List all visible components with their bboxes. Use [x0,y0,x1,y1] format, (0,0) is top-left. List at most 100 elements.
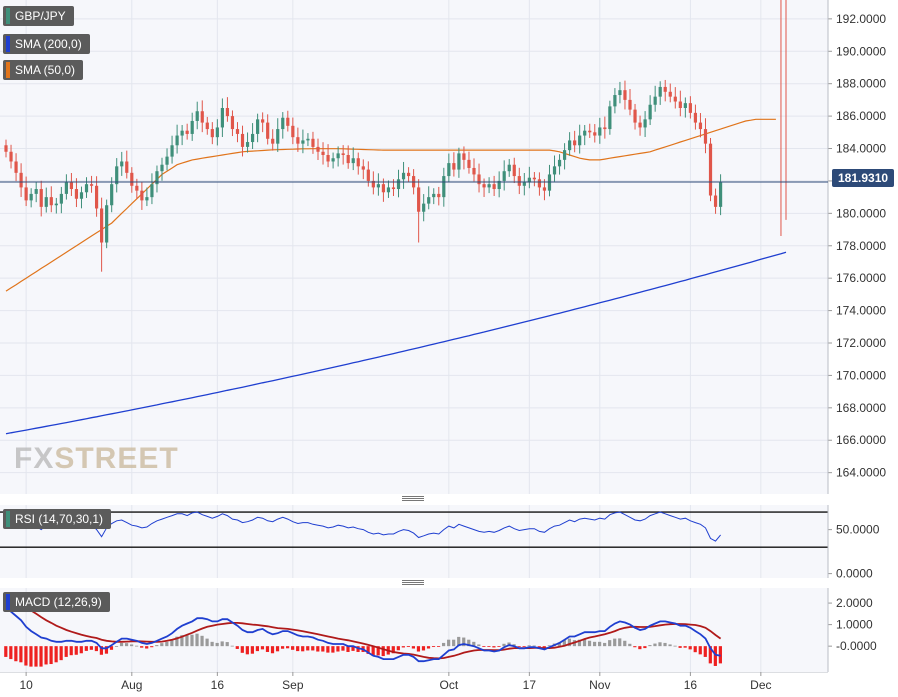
macd-histogram-bar [301,646,305,652]
candlestick [225,97,230,122]
macd-tick-label: 1.0000 [836,618,873,632]
candle-body [165,156,169,165]
candle-body [180,130,184,136]
candlestick [522,172,526,196]
legend-gbpjpy[interactable]: GBP/JPY [3,6,74,26]
time-axis[interactable]: 10 Aug 16 Sep Oct 17 Nov 16 Dec [0,672,898,697]
candlestick [266,114,270,145]
macd-histogram-bar [124,643,129,647]
candlestick [89,175,94,193]
candlestick [658,81,662,105]
candlestick [422,194,426,222]
macd-histogram-bar [74,646,78,655]
candle-body [522,182,526,186]
macd-histogram-bar [296,646,300,652]
candlestick [517,167,521,195]
macd-histogram-bar [195,633,199,647]
candle-body [24,187,28,201]
macd-histogram-bar [587,640,592,647]
candle-body [160,164,164,172]
candle-body [170,145,174,157]
candlestick [34,182,38,203]
candlestick [311,131,315,154]
macd-histogram-bar [598,641,602,647]
macd-histogram-bar [240,646,244,653]
candle-body [688,103,692,113]
macd-histogram-bar [371,646,375,656]
candle-body [331,158,335,162]
macd-histogram-bar [406,646,410,648]
candle-body [608,106,612,130]
divider-grip-1-line-a [402,496,424,497]
candle-body [100,208,104,243]
candlestick [276,118,280,152]
macd-pane[interactable]: 2.0000 1.0000 -0.0000 MACD (12,26,9) [0,588,898,672]
candle-body [447,163,451,177]
pane-divider-1[interactable] [0,494,898,502]
candle-body [145,197,149,201]
rsi-pane[interactable]: 50.0000 0.0000 RSI (14,70,30,1) [0,505,898,578]
candle-body [155,171,159,185]
candle-body [271,138,275,144]
macd-histogram-bar [321,646,325,652]
macd-histogram-bar [280,646,285,649]
candlestick [568,132,572,156]
macd-histogram-bar [205,638,209,647]
legend-sma200-label: SMA (200,0) [15,37,82,51]
candlestick [120,151,124,176]
candle-body [417,187,421,212]
macd-histogram-bar [472,641,476,647]
candlestick [487,177,491,194]
legend-sma50[interactable]: SMA (50,0) [3,60,84,80]
macd-histogram-bar [426,646,431,649]
macd-histogram-bar [603,642,607,647]
candlestick [693,104,698,130]
macd-histogram-bar [235,646,239,649]
candle-body [185,130,189,134]
candle-body [245,142,250,147]
price-pane[interactable]: 192.0000 190.0000 188.0000 186.0000 184.0000… [0,0,898,494]
macd-histogram-bar [421,646,426,651]
candle-body [603,127,607,130]
macd-histogram-bar [175,636,179,647]
candle-body [371,180,375,188]
candle-body [713,195,718,207]
divider-grip-2-line-a [402,580,424,581]
price-tick-label: 174.0000 [836,304,886,318]
candle-body [74,189,79,199]
candle-body [497,180,501,190]
candle-body [658,86,662,97]
macd-histogram-bar [341,646,345,651]
candlestick [346,145,350,169]
price-tick-label: 170.0000 [836,368,886,382]
candle-body [432,193,436,198]
time-tick-label: Sep [282,678,304,692]
macd-histogram-bar [391,646,395,654]
candlestick [547,164,552,197]
candlestick [603,116,607,139]
macd-histogram-bar [436,646,441,647]
macd-histogram-bar [693,646,697,653]
time-tick-label: Oct [440,678,459,692]
candle-body [336,153,340,159]
candlestick [130,167,134,193]
time-tick-label: Aug [121,678,142,692]
macd-histogram-bar [542,646,546,648]
price-tick-label: 188.0000 [836,77,886,91]
time-tick-label: 17 [523,678,537,692]
macd-histogram-bar [255,646,260,652]
macd-histogram-bar [84,646,88,651]
candle-body [120,161,124,167]
last-price-tag: 181.9310 [832,169,895,187]
pane-divider-2[interactable] [0,578,898,586]
legend-rsi[interactable]: RSI (14,70,30,1) [3,509,112,529]
legend-sma200[interactable]: SMA (200,0) [3,34,90,54]
candle-body [502,171,506,181]
candle-body [618,90,622,96]
legend-macd[interactable]: MACD (12,26,9) [3,592,110,612]
candlestick [447,153,451,182]
candlestick [9,144,13,169]
candle-body [351,158,355,164]
candle-body [613,95,617,107]
candle-body [477,174,481,185]
